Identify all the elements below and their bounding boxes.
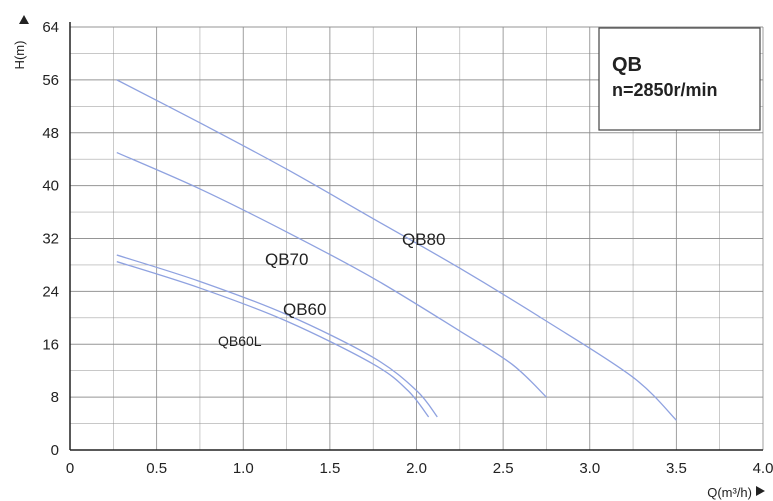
- curve-qb60l: [116, 261, 430, 418]
- x-tick-label: 0: [66, 460, 74, 477]
- y-tick-label: 0: [51, 442, 59, 459]
- curve-labels: QB80 QB70 QB60 QB60L: [218, 230, 445, 349]
- x-tick-label: 2.0: [406, 460, 427, 477]
- y-axis-arrow-icon: [19, 15, 29, 24]
- curve-label-qb70: QB70: [265, 250, 308, 269]
- curve-label-qb60: QB60: [283, 300, 326, 319]
- info-box-speed: n=2850r/min: [612, 80, 718, 100]
- x-tick-label: 0.5: [146, 460, 167, 477]
- info-box-title: QB: [612, 54, 642, 76]
- info-box: [598, 27, 761, 131]
- x-axis-arrow-icon: [756, 486, 765, 496]
- y-tick-label: 16: [42, 336, 59, 353]
- x-axis-title: Q(m³/h): [707, 485, 752, 500]
- curve-qb70: [116, 151, 547, 398]
- curve-label-qb60l: QB60L: [218, 333, 262, 349]
- x-tick-label: 2.5: [493, 460, 514, 477]
- x-tick-label: 3.0: [579, 460, 600, 477]
- y-tick-label: 24: [42, 283, 59, 300]
- y-tick-label: 40: [42, 178, 59, 195]
- y-tick-label: 32: [42, 231, 59, 248]
- y-tick-label: 64: [42, 19, 59, 36]
- curve-label-qb80: QB80: [402, 230, 445, 249]
- y-tick-label: 48: [42, 125, 59, 142]
- curve-qb80: [116, 79, 677, 421]
- x-tick-label: 1.5: [319, 460, 340, 477]
- y-tick-label: 8: [51, 389, 59, 406]
- curve-qb60: [116, 254, 438, 418]
- y-tick-label: 56: [42, 72, 59, 89]
- x-tick-label: 1.0: [233, 460, 254, 477]
- x-tick-label: 4.0: [753, 460, 773, 477]
- y-axis-title: H(m): [12, 41, 27, 70]
- tick-labels: 0 0.5 1.0 1.5 2.0 2.5 3.0 3.5 4.0 0 8 16 24 32 40 48 56 6…: [42, 19, 773, 477]
- x-tick-label: 3.5: [666, 460, 687, 477]
- curves: [116, 79, 677, 421]
